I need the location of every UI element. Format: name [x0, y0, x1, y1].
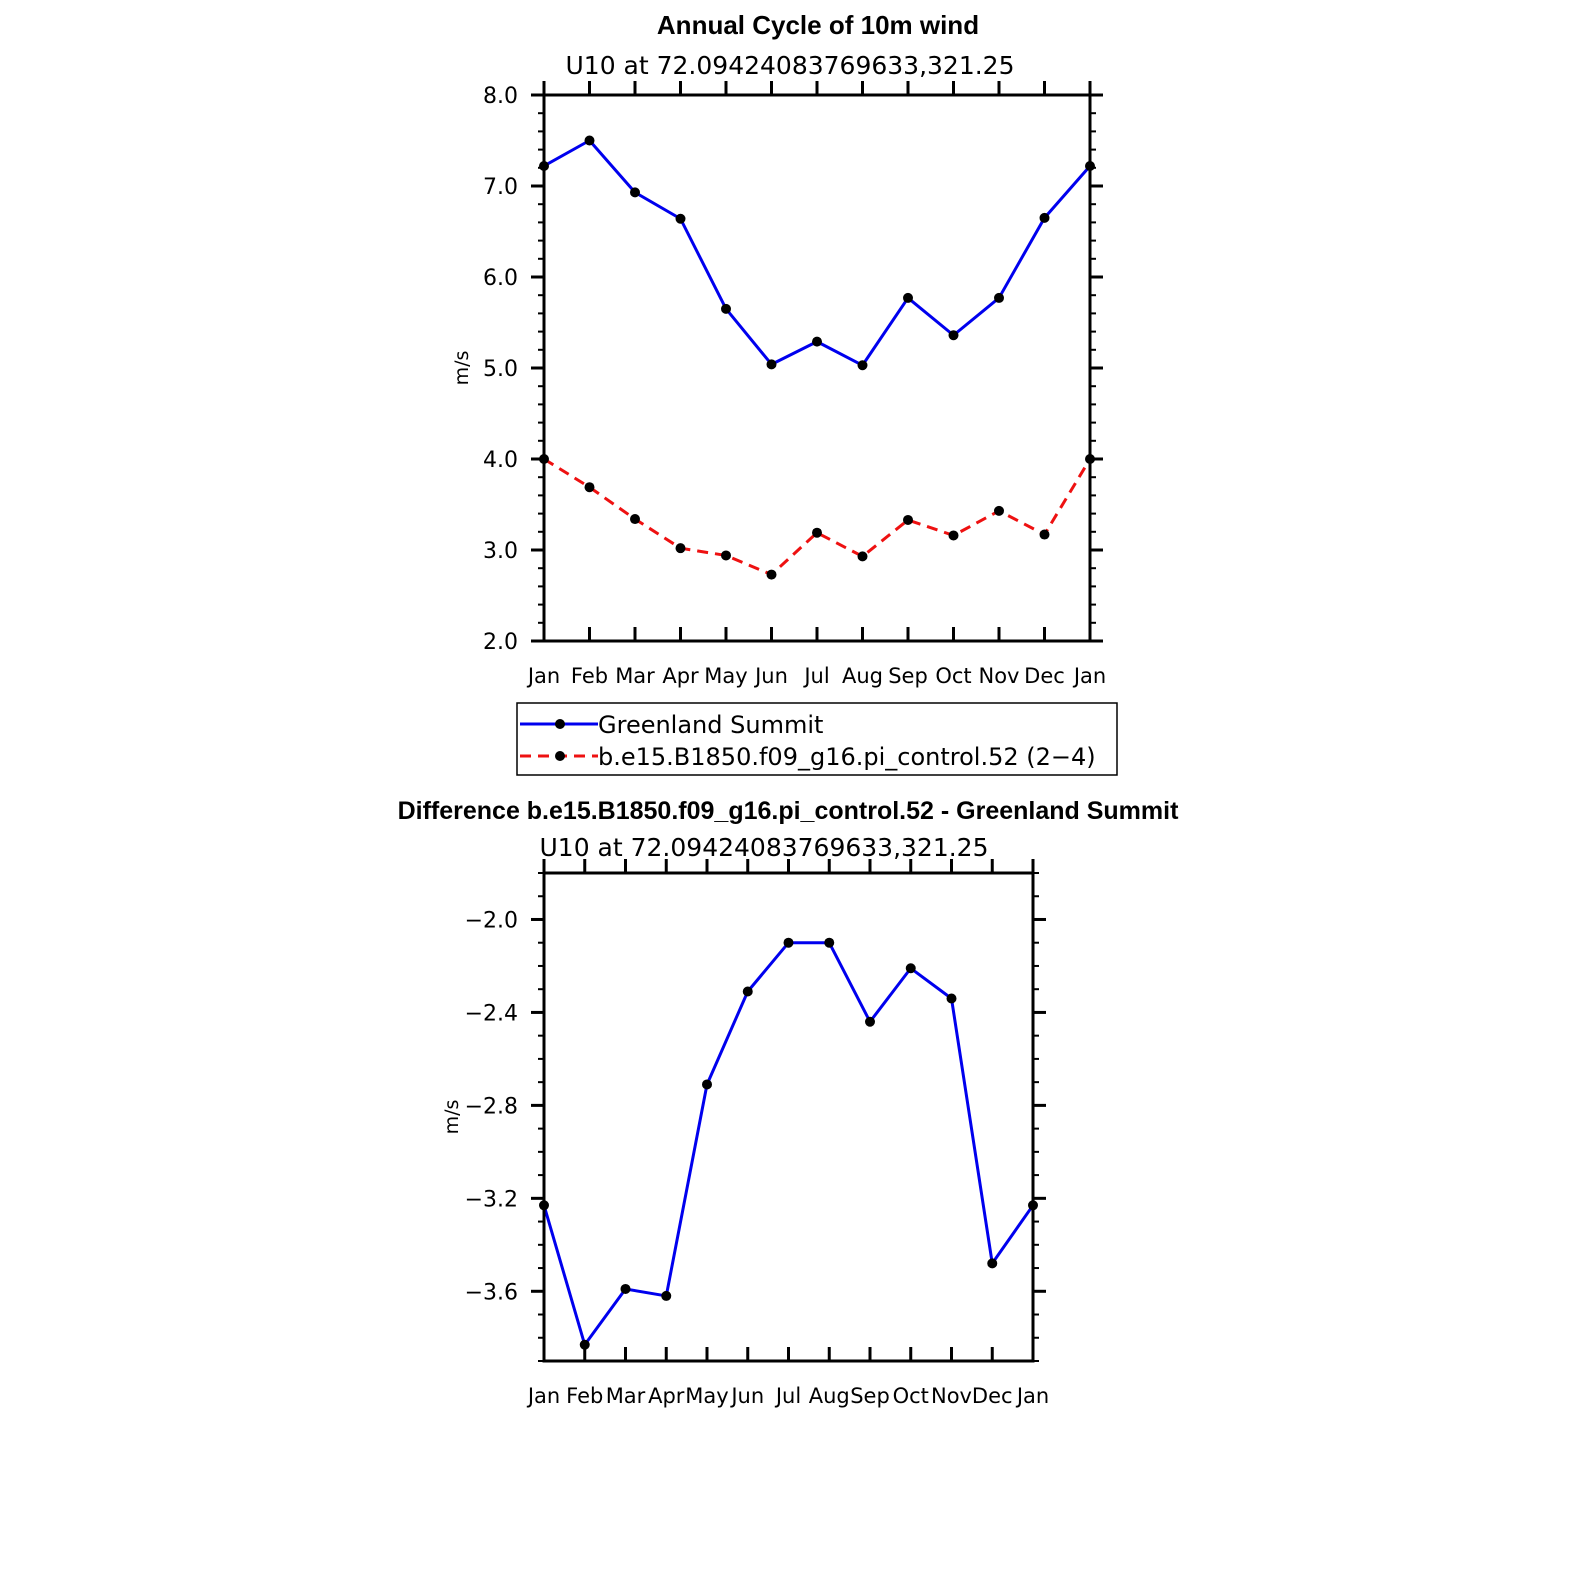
chart-subtitle: U10 at 72.09424083769633,321.25 [566, 51, 1015, 80]
data-point-0 [702, 1079, 712, 1090]
legend-box [516, 702, 1118, 776]
data-point-1 [675, 543, 686, 554]
x-tick-label: Oct [893, 1384, 929, 1408]
data-point-0 [905, 963, 916, 974]
data-point-1 [1039, 529, 1050, 540]
legend-marker-model [555, 751, 565, 761]
x-tick-label: Nov [931, 1384, 972, 1408]
x-tick-label: Jul [774, 1384, 801, 1408]
x-tick-label: Jan [526, 1384, 560, 1408]
x-tick-label: Mar [615, 664, 655, 688]
legend-label-model: b.e15.B1850.f09_g16.pi_control.52 (2−4) [598, 743, 1096, 771]
x-tick-label: Jun [729, 1384, 764, 1408]
y-tick-label: 2.0 [483, 630, 518, 655]
data-point-0 [721, 303, 731, 314]
x-tick-label: Apr [662, 664, 699, 688]
data-point-0 [1039, 212, 1050, 223]
data-point-1 [721, 550, 731, 561]
data-point-0 [865, 1016, 875, 1027]
data-point-1 [766, 569, 777, 580]
data-point-0 [661, 1290, 672, 1301]
data-point-0 [620, 1283, 631, 1294]
data-point-1 [948, 530, 959, 541]
data-point-0 [987, 1258, 998, 1269]
data-point-1 [812, 527, 822, 538]
y-tick-label: −3.2 [465, 1187, 518, 1212]
y-axis-label: m/s [451, 351, 473, 386]
data-point-0 [675, 213, 686, 224]
data-point-1 [857, 551, 868, 562]
data-point-0 [824, 937, 835, 948]
x-tick-label: Mar [606, 1384, 646, 1408]
data-point-0 [579, 1339, 590, 1350]
data-point-0 [783, 937, 794, 948]
chart-title: Annual Cycle of 10m wind [657, 10, 979, 40]
annual-cycle-panel: Annual Cycle of 10m wind U10 at 72.09424… [451, 10, 1118, 776]
data-point-1 [994, 505, 1004, 516]
series-line-0 [542, 941, 1035, 1347]
y-tick-label: 5.0 [483, 357, 518, 382]
data-point-0 [742, 986, 753, 997]
legend-label-greenland: Greenland Summit [598, 711, 823, 739]
x-tick-label: Dec [972, 1384, 1013, 1408]
y-tick-label: 3.0 [483, 539, 518, 564]
data-point-0 [584, 135, 595, 146]
difference-panel: Difference b.e15.B1850.f09_g16.pi_contro… [398, 797, 1180, 1408]
x-tick-label: Nov [979, 664, 1020, 688]
plot-frame [542, 93, 1092, 643]
series-line-1 [543, 457, 1092, 577]
y-tick-label: −3.6 [465, 1280, 518, 1305]
legend-marker-greenland [555, 719, 565, 729]
data-point-1 [630, 514, 640, 525]
y-tick-label: −2.8 [465, 1094, 518, 1119]
x-tick-label: Jan [1072, 664, 1106, 688]
x-tick-label: Feb [571, 664, 608, 688]
x-tick-label: Jan [526, 664, 560, 688]
data-point-0 [812, 336, 822, 347]
x-tick-label: Sep [850, 1384, 890, 1408]
data-point-0 [857, 360, 868, 371]
y-axis-label: m/s [441, 1100, 463, 1135]
data-point-0 [946, 993, 957, 1004]
y-tick-label: 8.0 [483, 84, 518, 109]
x-tick-label: Apr [648, 1384, 685, 1408]
y-tick-label: 7.0 [483, 175, 518, 200]
series-line-0 [543, 139, 1092, 367]
x-tick-label: Jul [802, 664, 829, 688]
x-tick-label: Aug [842, 664, 883, 688]
x-tick-label: Oct [935, 664, 971, 688]
data-point-0 [766, 359, 777, 370]
x-tick-label: Sep [888, 664, 928, 688]
data-point-1 [584, 482, 595, 493]
data-point-0 [903, 292, 913, 303]
data-point-0 [994, 292, 1004, 303]
chart-subtitle: U10 at 72.09424083769633,321.25 [540, 833, 989, 862]
x-tick-label: Aug [809, 1384, 850, 1408]
x-tick-label: Jan [1015, 1384, 1049, 1408]
x-tick-label: Dec [1024, 664, 1065, 688]
data-point-0 [948, 330, 959, 341]
data-point-0 [630, 187, 640, 198]
y-tick-label: −2.0 [465, 908, 518, 933]
data-point-1 [903, 514, 913, 525]
x-tick-label: Feb [566, 1384, 603, 1408]
chart-title: Difference b.e15.B1850.f09_g16.pi_contro… [398, 797, 1180, 825]
x-tick-label: May [685, 1384, 728, 1408]
y-tick-label: 4.0 [483, 448, 518, 473]
y-tick-label: 6.0 [483, 266, 518, 291]
x-tick-label: May [704, 664, 747, 688]
y-tick-label: −2.4 [465, 1001, 518, 1026]
legend: Greenland Summit b.e15.B1850.f09_g16.pi_… [516, 702, 1118, 776]
x-tick-label: Jun [753, 664, 788, 688]
